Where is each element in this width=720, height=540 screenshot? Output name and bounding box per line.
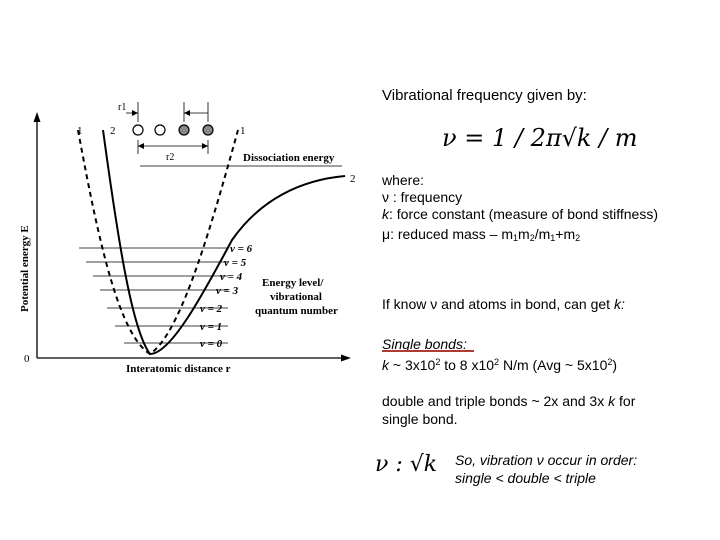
double-triple-line2: single bond. <box>382 411 458 427</box>
curve-label-right2: 2 <box>350 173 356 185</box>
double-line1-end: for <box>615 393 636 409</box>
r2-label: r2 <box>166 152 174 163</box>
ifknow-k: k <box>613 296 621 312</box>
energy-level-label-line2: vibrational <box>270 291 322 303</box>
single-b: to 8 x10 <box>440 357 495 373</box>
atom-2 <box>154 124 166 136</box>
level-label-3: v = 3 <box>216 285 239 297</box>
k-definition: k: force constant (measure of bond stiff… <box>382 206 658 223</box>
y-axis-arrow <box>33 112 41 122</box>
y-axis-label: Potential energy E <box>19 225 31 312</box>
curve-label-left2: 2 <box>110 125 116 137</box>
where-label: where: <box>382 172 425 188</box>
level-label-2: v = 2 <box>200 303 223 315</box>
mu-sub2: 2 <box>529 233 535 243</box>
single-exp1: 2 <box>435 357 441 367</box>
x-axis-arrow <box>341 354 351 362</box>
energy-level-label-line1: Energy level/ <box>262 277 324 289</box>
single-d: ) <box>612 357 618 373</box>
single-exp2: 2 <box>494 357 500 367</box>
energy-level-label-line3: quantum number <box>255 305 338 317</box>
k-symbol: k <box>382 206 389 222</box>
curve-label-right1: 1 <box>240 125 246 137</box>
dissociation-label: Dissociation energy <box>243 152 335 164</box>
single-c: N/m (Avg ~ 5x10 <box>499 357 608 373</box>
curve-label-left1: 1 <box>77 125 83 137</box>
single-bonds-label: Single bonds <box>382 336 463 352</box>
if-know-line: If know ν and atoms in bond, can get k: <box>382 296 625 313</box>
mu-slash: /m <box>534 226 551 242</box>
morse-curve <box>102 129 346 356</box>
atoms <box>132 124 214 136</box>
proportionality-formula: ν : √k <box>375 452 438 477</box>
ifknow-nu: ν <box>430 296 438 312</box>
mu-m2: m <box>518 226 530 242</box>
atom-4 <box>202 124 214 136</box>
double-line1: double and triple bonds ~ 2x and 3x <box>382 393 609 409</box>
nu-symbol: ν <box>382 189 389 205</box>
single-a: ~ 3x10 <box>389 357 436 373</box>
so-nu: ν <box>536 452 544 468</box>
so-line2: single < double < triple <box>455 470 596 486</box>
single-k: k <box>382 357 389 373</box>
mu-sub4: 2 <box>575 233 581 243</box>
potential-energy-diagram: r1 r2 1 2 1 2 Dissociation energy v = 6 … <box>19 102 356 375</box>
mu-sub1: 1 <box>513 233 519 243</box>
single-bonds-underline <box>382 350 474 352</box>
r-markers <box>126 102 209 154</box>
single-bonds-colon: : <box>462 336 467 352</box>
r-arrows <box>132 110 208 149</box>
ifknow-a: If know <box>382 296 431 312</box>
nu-definition: ν : frequency <box>382 189 462 206</box>
mu-sub3: 1 <box>550 233 556 243</box>
nu-def: : frequency <box>389 189 463 205</box>
single-bonds-range: k ~ 3x102 to 8 x102 N/m (Avg ~ 5x102) <box>382 354 617 374</box>
ifknow-b: and atoms in bond, can get <box>437 296 614 312</box>
atom-1 <box>132 124 144 136</box>
r1-label: r1 <box>118 102 126 113</box>
single-exp3: 2 <box>607 357 613 367</box>
mu-definition: μ: reduced mass – m1m2/m1+m2 <box>382 226 580 247</box>
so-line1: So, vibration ν occur in order: <box>455 452 637 469</box>
double-k: k <box>608 393 616 409</box>
ifknow-c: : <box>620 296 625 312</box>
single-bonds-title: Single bonds: <box>382 336 467 353</box>
atom-3 <box>178 124 190 136</box>
mu-symbol: μ <box>382 226 391 242</box>
level-label-5: v = 5 <box>224 257 247 269</box>
mu-def: : reduced mass – m <box>390 226 514 242</box>
origin-label: 0 <box>24 353 30 365</box>
so-b: occur in order: <box>543 452 638 468</box>
level-label-0: v = 0 <box>200 338 223 350</box>
frequency-formula: ν = 1 / 2π√k / m <box>442 124 638 152</box>
double-triple-line1: double and triple bonds ~ 2x and 3x k fo… <box>382 393 635 410</box>
level-label-1: v = 1 <box>200 321 222 333</box>
level-label-6: v = 6 <box>230 243 253 255</box>
mu-plus: +m <box>555 226 576 242</box>
so-a: So, vibration <box>455 452 537 468</box>
level-label-4: v = 4 <box>220 271 243 283</box>
k-def: : force constant (measure of bond stiffn… <box>389 206 658 222</box>
heading: Vibrational frequency given by: <box>382 87 587 104</box>
x-axis-label: Interatomic distance r <box>126 363 231 375</box>
